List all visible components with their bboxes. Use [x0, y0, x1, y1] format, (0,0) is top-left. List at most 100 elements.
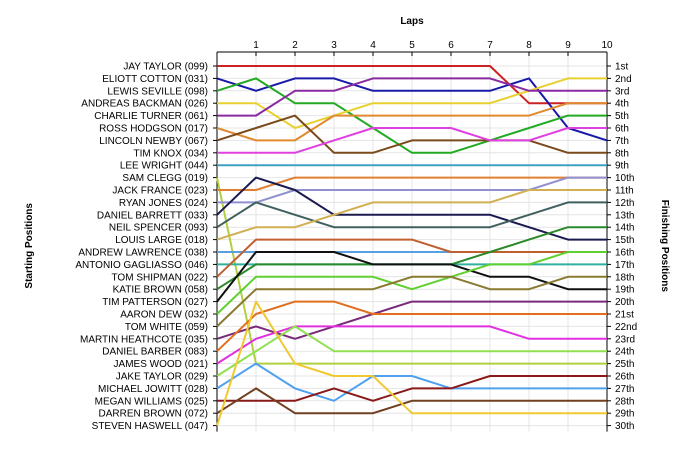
series-line: [216, 77, 608, 142]
series-line: [216, 362, 607, 402]
x-tick-label: 8: [526, 40, 532, 51]
driver-label: AARON DEW (032): [120, 310, 208, 321]
y-axis-title-left: Starting Positions: [24, 203, 35, 289]
series-line: [216, 238, 607, 278]
finishing-position-label: 12th: [615, 198, 634, 209]
finishing-position-label: 21st: [615, 310, 634, 321]
driver-label: JAY TAYLOR (099): [123, 62, 208, 73]
series-line: [216, 114, 607, 154]
finishing-position-label: 3rd: [615, 86, 629, 97]
finishing-position-label: 27th: [615, 384, 634, 395]
driver-label: STEVEN HASWELL (047): [92, 421, 208, 432]
series-line: [216, 201, 607, 229]
driver-label: LINCOLN NEWBY (067): [99, 136, 208, 147]
x-tick-label: 10: [601, 40, 613, 51]
series-lines: [216, 65, 608, 426]
finishing-position-label: 6th: [615, 124, 629, 135]
series-line: [216, 176, 607, 241]
finishing-position-label: 18th: [615, 272, 634, 283]
driver-label: ANTONIO GAGLIASSO (046): [75, 260, 208, 271]
x-tick-label: 3: [331, 40, 337, 51]
x-tick-label: 2: [292, 40, 298, 51]
driver-label: LEE WRIGHT (044): [120, 161, 208, 172]
driver-label: DARREN BROWN (072): [99, 409, 208, 420]
series-line: [216, 325, 607, 365]
driver-label: ELIOTT COTTON (031): [102, 74, 208, 85]
driver-label: MARTIN HEATHCOTE (035): [80, 334, 208, 345]
x-tick-label: 4: [370, 40, 376, 51]
series-line: [217, 375, 607, 402]
y-axis-title-right: Finishing Positions: [659, 200, 670, 293]
x-tick-label: 6: [448, 40, 454, 51]
driver-label: KATIE BROWN (058): [113, 285, 208, 296]
series-line: [217, 127, 607, 154]
driver-label: TOM SHIPMAN (022): [112, 272, 209, 283]
finishing-position-label: 26th: [615, 372, 634, 383]
finishing-position-label: 1st: [615, 62, 629, 73]
x-tick-label: 1: [253, 40, 259, 51]
driver-label: LEWIS SEVILLE (098): [107, 86, 208, 97]
finishing-position-label: 20th: [615, 297, 634, 308]
series-line: [217, 176, 607, 204]
driver-label: MICHAEL JOWITT (028): [98, 384, 208, 395]
finishing-position-label: 13th: [615, 210, 634, 221]
driver-label: DANIEL BARBER (083): [102, 347, 208, 358]
driver-label: JAKE TAYLOR (029): [116, 372, 208, 383]
finishing-position-label: 11th: [615, 186, 634, 197]
x-tick-label: 9: [565, 40, 571, 51]
finishing-position-label: 10th: [615, 173, 634, 184]
series-line: [216, 325, 607, 377]
driver-label: CHARLIE TURNER (061): [94, 111, 208, 122]
driver-label: ANDREAS BACKMAN (026): [81, 99, 208, 110]
driver-label: TOM WHITE (059): [125, 322, 208, 333]
x-tick-label: 7: [487, 40, 493, 51]
series-line: [216, 102, 607, 142]
finishing-position-label: 8th: [615, 148, 629, 159]
driver-label: TIM PATTERSON (027): [102, 297, 208, 308]
finishing-position-label: 7th: [615, 136, 629, 147]
finishing-position-label: 14th: [615, 223, 634, 234]
finishing-position-label: 2nd: [615, 74, 632, 85]
finishing-position-label: 30th: [615, 421, 634, 432]
x-tick-label: 5: [409, 40, 415, 51]
driver-label: LOUIS LARGE (018): [115, 235, 208, 246]
series-line: [217, 176, 607, 191]
driver-label: DANIEL BARRETT (033): [97, 210, 208, 221]
driver-label: SAM CLEGG (019): [122, 173, 208, 184]
series-line: [216, 177, 607, 365]
series-line: [216, 77, 607, 154]
finishing-position-label: 9th: [615, 161, 629, 172]
series-line: [216, 300, 607, 352]
finishing-position-label: 16th: [615, 248, 634, 259]
finishing-position-label: 5th: [615, 111, 629, 122]
finishing-position-label: 25th: [615, 359, 634, 370]
x-axis-title: Laps: [400, 16, 424, 27]
series-line: [216, 275, 607, 328]
series-line: [217, 77, 607, 117]
driver-label: RYAN JONES (024): [119, 198, 208, 209]
series-line: [216, 251, 607, 303]
driver-label: MEGAN WILLIAMS (025): [95, 396, 208, 407]
driver-label: TIM KNOX (034): [134, 148, 208, 159]
finishing-position-label: 22nd: [615, 322, 637, 333]
finishing-position-label: 17th: [615, 260, 634, 271]
driver-label: NEIL SPENCER (093): [109, 223, 208, 234]
finishing-position-label: 24th: [615, 347, 634, 358]
driver-label: JACK FRANCE (023): [112, 186, 208, 197]
series-line: [216, 387, 607, 415]
finishing-position-label: 19th: [615, 285, 634, 296]
finishing-position-label: 23rd: [615, 334, 635, 345]
driver-label: ROSS HODGSON (017): [99, 124, 208, 135]
driver-label: JAMES WOOD (021): [114, 359, 208, 370]
driver-label: ANDREW LAWRENCE (038): [78, 248, 208, 259]
series-line: [216, 251, 607, 315]
finishing-position-label: 15th: [615, 235, 634, 246]
series-line: [216, 189, 607, 241]
series-line: [217, 65, 607, 105]
series-line: [216, 300, 607, 426]
finishing-position-label: 4th: [615, 99, 629, 110]
finishing-position-label: 28th: [615, 396, 634, 407]
finishing-position-label: 29th: [615, 409, 634, 420]
